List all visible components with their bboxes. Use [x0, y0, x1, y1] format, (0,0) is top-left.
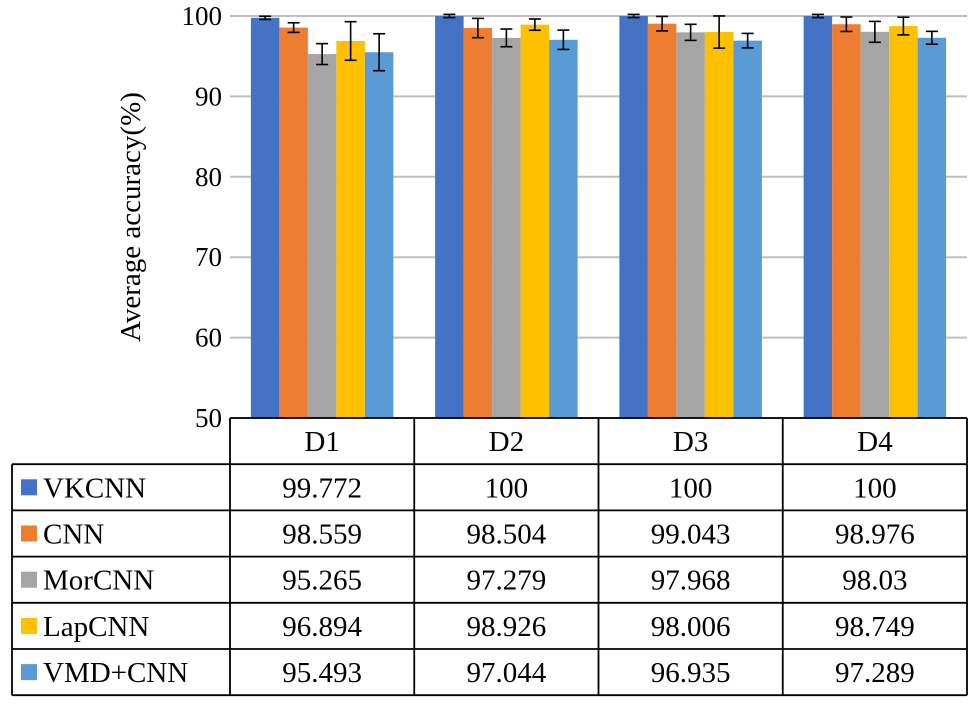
bar-vmd-cnn-d4 [917, 37, 947, 418]
legend-swatch [21, 617, 37, 634]
bar-cnn-d3 [647, 23, 677, 419]
bar-morcnn-d4 [860, 31, 890, 418]
bar-cnn-d2 [463, 28, 493, 419]
legend-series-name: MorCNN [43, 565, 154, 597]
table-value-cell: 97.044 [467, 657, 547, 689]
bars [250, 16, 947, 419]
bar-morcnn-d1 [307, 54, 337, 419]
legend-series-name: CNN [43, 519, 104, 551]
table-value-cell: 100 [485, 472, 529, 504]
y-axis-ticks: 50 60 70 80 90 100 [182, 1, 223, 433]
y-tick-label: 60 [195, 323, 222, 353]
bar-vmd-cnn-d3 [733, 40, 762, 418]
legend-series-name: LapCNN [43, 611, 149, 643]
table-value-cell: 95.265 [282, 565, 362, 597]
table-value-cell: 98.504 [467, 519, 547, 551]
table-value-cell: 99.043 [651, 519, 731, 551]
table-value-cell: 98.926 [467, 611, 547, 643]
table-value-cell: 95.493 [282, 657, 362, 689]
bar-cnn-d1 [279, 27, 308, 419]
bar-cnn-d4 [832, 24, 861, 418]
legend-swatch [21, 525, 37, 542]
table-value-cell: 100 [669, 472, 713, 504]
x-category-label: D3 [673, 426, 708, 458]
bar-vkcnn-d3 [619, 16, 648, 418]
y-tick-label: 70 [195, 242, 222, 272]
table-value-cell: 98.559 [282, 519, 362, 551]
bar-vmd-cnn-d2 [549, 39, 578, 419]
bar-vmd-cnn-d1 [364, 52, 394, 419]
y-tick-label: 100 [182, 1, 223, 31]
x-category-label: D1 [304, 426, 339, 458]
table-value-cell: 98.006 [651, 611, 731, 643]
x-category-label: D2 [489, 426, 524, 458]
bar-morcnn-d2 [492, 37, 521, 419]
table-value-cell: 96.894 [282, 611, 362, 643]
y-tick-label: 80 [195, 162, 222, 192]
bar-lapcnn-d2 [520, 24, 550, 419]
table-value-cell: 97.968 [651, 565, 731, 597]
legend-swatch [21, 479, 37, 496]
bar-lapcnn-d4 [889, 26, 918, 418]
legend-series-name: VMD+CNN [43, 657, 188, 689]
table-value-cell: 100 [853, 472, 897, 504]
table-value-cell: 97.289 [835, 657, 915, 689]
table-value-cell: 97.279 [467, 565, 547, 597]
error-bars [259, 13, 938, 72]
legend-swatch [21, 571, 37, 588]
table-value-cell: 99.772 [282, 472, 362, 504]
table-value-cell: 98.03 [842, 565, 907, 597]
y-axis-label: Average accuracy(%) [115, 92, 147, 342]
data-table: D1 D2 D3 D4 VKCNN 99.772 100 100 100 CNN 98.559 98.… [11, 417, 968, 697]
bar-lapcnn-d1 [336, 40, 365, 419]
legend-swatch [21, 664, 37, 681]
x-category-label: D4 [857, 426, 893, 458]
bar-lapcnn-d3 [704, 32, 734, 418]
bar-vkcnn-d4 [803, 16, 833, 418]
legend-series-name: VKCNN [43, 472, 146, 504]
bar-morcnn-d3 [676, 32, 705, 418]
table-value-cell: 98.749 [835, 611, 915, 643]
table-value-cell: 96.935 [651, 657, 731, 689]
table-value-cell: 98.976 [835, 519, 915, 551]
bar-vkcnn-d2 [435, 16, 464, 418]
y-tick-label: 50 [195, 403, 222, 433]
bar-vkcnn-d1 [250, 17, 280, 418]
y-tick-label: 90 [195, 81, 222, 111]
